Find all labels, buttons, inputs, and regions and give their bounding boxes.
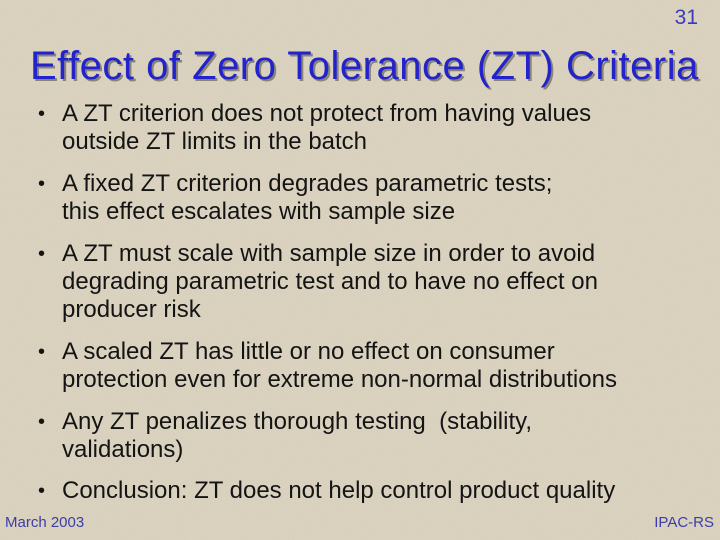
list-item: • A ZT must scale with sample size in or…	[38, 240, 678, 325]
bullet-icon: •	[38, 103, 46, 125]
slide-page-number: 31	[674, 6, 698, 29]
bullet-text: A scaled ZT has little or no effect on c…	[62, 337, 617, 394]
bullet-icon: •	[38, 410, 46, 433]
bullet-text: A ZT criterion does not protect from hav…	[62, 100, 592, 156]
bullet-icon: •	[38, 340, 46, 363]
bullet-icon: •	[38, 172, 46, 195]
footer-date: March 2003	[5, 514, 85, 531]
list-item: • Any ZT penalizes thorough testing (sta…	[38, 408, 678, 465]
bullet-text: Any ZT penalizes thorough testing (stabi…	[62, 407, 533, 464]
list-item: • Conclusion: ZT does not help control p…	[38, 477, 678, 505]
bullet-list: • A ZT criterion does not protect from h…	[38, 100, 678, 519]
list-item: • A scaled ZT has little or no effect on…	[38, 338, 678, 395]
bullet-text: A fixed ZT criterion degrades parametric…	[62, 169, 553, 226]
list-item: • A ZT criterion does not protect from h…	[38, 100, 678, 157]
bullet-icon: •	[38, 242, 46, 265]
list-item: • A fixed ZT criterion degrades parametr…	[38, 170, 678, 227]
bullet-text: Conclusion: ZT does not help control pro…	[62, 477, 616, 505]
footer-organization: IPAC-RS	[654, 514, 714, 531]
bullet-text: A ZT must scale with sample size in orde…	[62, 239, 598, 324]
bullet-icon: •	[38, 480, 46, 503]
slide-title: Effect of Zero Tolerance (ZT) Criteria	[30, 44, 699, 88]
